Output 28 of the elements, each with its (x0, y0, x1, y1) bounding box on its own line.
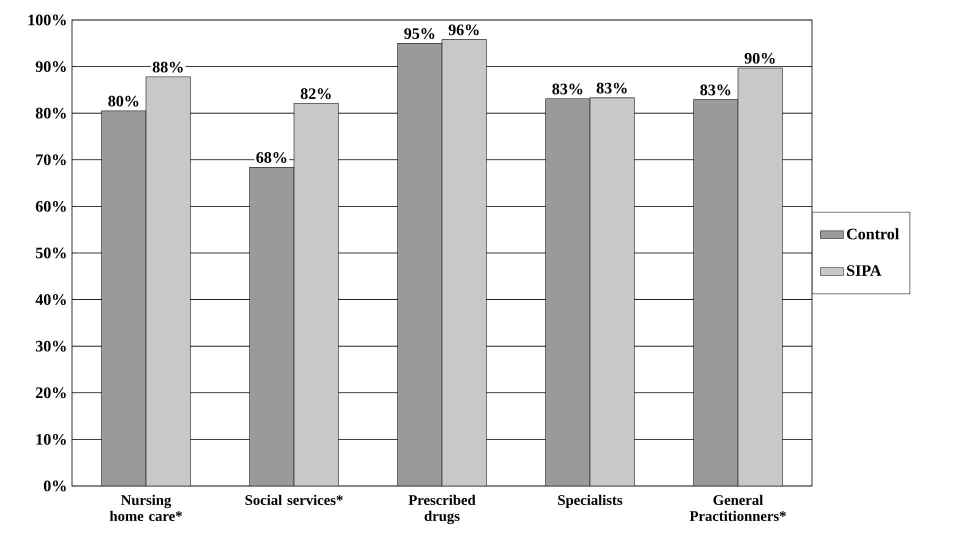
y-tick-label: 80% (36, 108, 66, 119)
x-tick-label: Prescribed drugs (408, 494, 476, 524)
y-tick-label: 90% (36, 61, 66, 72)
data-label: 95% (404, 28, 434, 40)
data-label: 83% (596, 82, 627, 94)
legend-label: Control (846, 228, 899, 240)
y-tick-label: 100% (28, 14, 66, 26)
y-tick-label: 50% (36, 248, 66, 258)
y-tick-label: 70% (36, 154, 66, 166)
legend-label: SIPA (847, 265, 882, 276)
y-tick-label: 20% (36, 387, 66, 398)
data-label: 90% (744, 52, 775, 64)
y-tick-label: 40% (36, 294, 66, 306)
data-label: 68% (256, 152, 286, 163)
y-tick-label: 30% (36, 340, 66, 352)
x-tick-label: Specialists (558, 494, 622, 508)
data-label: 96% (448, 24, 479, 36)
data-label: 83% (700, 84, 730, 96)
y-tick-label: 60% (36, 200, 66, 212)
x-tick-label: Nursing home care* (110, 494, 182, 522)
data-label: 83% (552, 84, 582, 94)
x-tick-label: General Practitionners* (690, 494, 786, 522)
y-tick-label: 10% (36, 434, 66, 445)
data-label: 80% (108, 96, 138, 107)
y-tick-label: 0% (44, 480, 66, 492)
x-tick-label: Social services* (245, 494, 343, 506)
data-label: 88% (152, 62, 183, 73)
data-label: 82% (300, 88, 331, 100)
